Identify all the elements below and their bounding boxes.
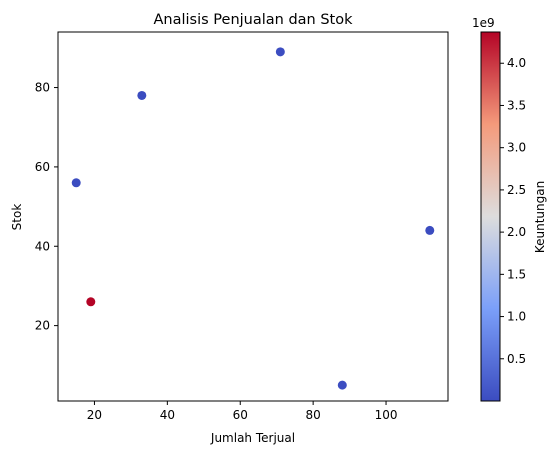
colorbar — [480, 31, 501, 402]
x-axis-label: Jumlah Terjual — [210, 431, 295, 445]
colorbar-tick-label: 3.0 — [507, 141, 526, 155]
y-axis: 20 40 60 80 — [35, 81, 58, 333]
scatter-point — [425, 225, 435, 235]
y-tick-label: 60 — [35, 160, 50, 174]
x-tick-label: 80 — [305, 408, 320, 422]
x-tick-label: 20 — [87, 408, 102, 422]
colorbar-label: Keuntungan — [533, 181, 547, 253]
colorbar-tick-label: 3.5 — [507, 98, 526, 112]
scatter-point — [71, 178, 81, 188]
colorbar-tick-label: 4.0 — [507, 56, 526, 70]
scatter-point — [86, 297, 96, 307]
x-tick-label: 40 — [160, 408, 175, 422]
y-tick-label: 20 — [35, 319, 50, 333]
x-axis: 20 40 60 80 100 — [87, 401, 398, 422]
scatter-point — [337, 380, 347, 390]
colorbar-tick-label: 0.5 — [507, 352, 526, 366]
plot-area — [71, 47, 435, 390]
y-tick-label: 80 — [35, 81, 50, 95]
colorbar-ticks: 0.5 1.0 1.5 2.0 2.5 3.0 3.5 4.0 — [500, 56, 526, 366]
x-tick-label: 100 — [375, 408, 398, 422]
colorbar-tick-label: 2.0 — [507, 225, 526, 239]
colorbar-tick-label: 1.0 — [507, 310, 526, 324]
y-tick-label: 40 — [35, 239, 50, 253]
colorbar-tick-label: 1.5 — [507, 267, 526, 281]
chart-title: Analisis Penjualan dan Stok — [154, 12, 354, 28]
colorbar-offset-label: 1e9 — [472, 16, 495, 30]
scatter-point — [137, 90, 147, 100]
plot-frame — [57, 31, 449, 402]
colorbar-tick-label: 2.5 — [507, 183, 526, 197]
scatter-point — [275, 47, 285, 57]
y-axis-label: Stok — [10, 204, 24, 231]
x-tick-label: 60 — [233, 408, 248, 422]
